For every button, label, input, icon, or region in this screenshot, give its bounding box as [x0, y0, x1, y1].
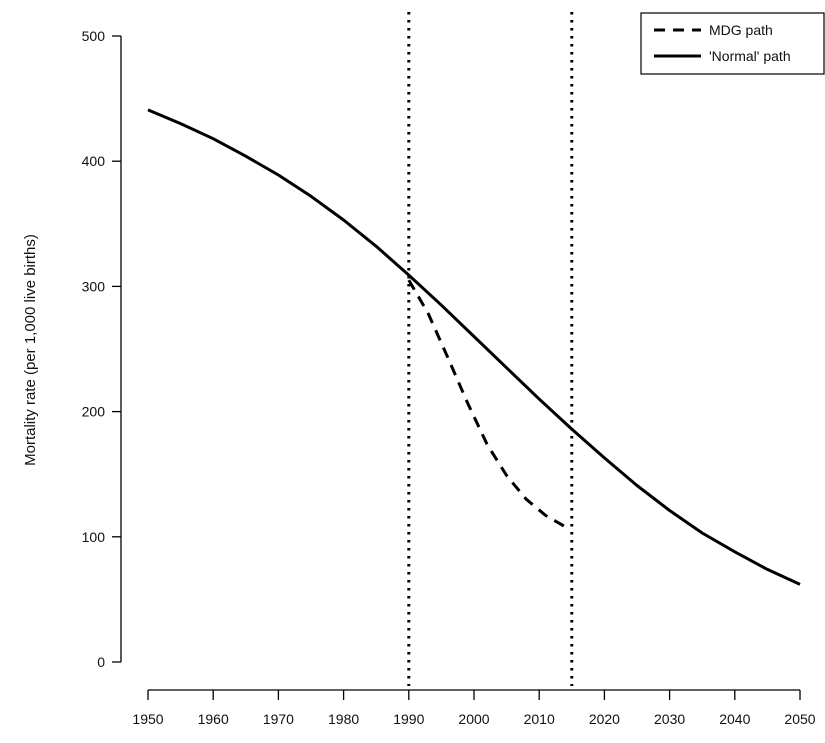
x-tick-label: 2020 [589, 711, 620, 727]
x-tick-label: 2000 [458, 711, 489, 727]
x-tick-label: 2040 [719, 711, 750, 727]
x-tick-label: 1950 [132, 711, 163, 727]
x-tick-label: 1980 [328, 711, 359, 727]
y-tick-label: 200 [82, 404, 106, 420]
x-axis: 1950 1960 1970 1980 1990 2000 2010 2020 2030 2040… [132, 689, 816, 727]
x-tick-label: 2050 [784, 711, 815, 727]
series-line-normal-path [147, 108, 801, 586]
plot-series [147, 108, 801, 586]
x-tick-label: 1990 [393, 711, 424, 727]
x-tick-label: 2030 [654, 711, 685, 727]
series-line-mdg-path [407, 279, 567, 529]
y-tick-label: 0 [97, 654, 105, 670]
y-axis: 0 100 200 300 400 500 [82, 28, 122, 670]
y-axis-title: Mortality rate (per 1,000 live births) [22, 234, 39, 466]
y-tick-label: 500 [82, 28, 106, 44]
x-tick-label: 1960 [198, 711, 229, 727]
y-tick-label: 300 [82, 278, 106, 294]
legend: MDG path 'Normal' path [640, 12, 825, 75]
legend-label: MDG path [709, 22, 773, 38]
x-tick-label: 1970 [263, 711, 294, 727]
reference-lines [407, 12, 574, 686]
legend-label: 'Normal' path [709, 48, 791, 64]
y-tick-label: 100 [82, 529, 106, 545]
x-tick-label: 2010 [524, 711, 555, 727]
legend-box [640, 12, 825, 75]
y-tick-label: 400 [82, 153, 106, 169]
